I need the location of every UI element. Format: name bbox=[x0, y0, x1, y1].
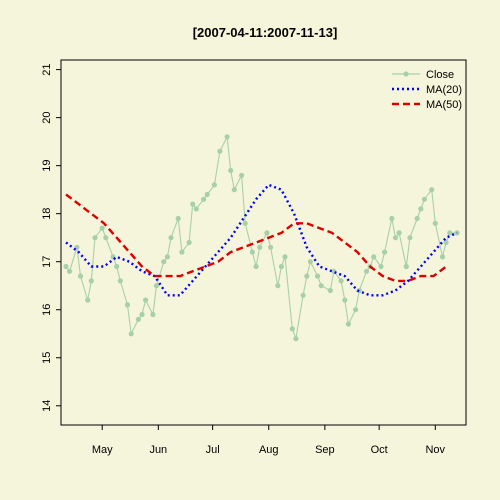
close-point bbox=[99, 225, 105, 231]
close-point bbox=[315, 273, 321, 279]
close-point bbox=[179, 249, 185, 255]
close-point bbox=[211, 182, 217, 188]
close-point bbox=[117, 278, 123, 284]
close-point bbox=[63, 263, 69, 270]
close-point bbox=[190, 201, 196, 207]
close-point bbox=[327, 287, 333, 294]
close-point bbox=[67, 268, 73, 274]
close-point bbox=[293, 336, 299, 342]
x-tick-label: Sep bbox=[315, 444, 335, 456]
close-point bbox=[268, 244, 274, 250]
close-point bbox=[264, 230, 270, 236]
close-point bbox=[439, 254, 446, 260]
close-point bbox=[407, 235, 413, 241]
close-point bbox=[378, 263, 384, 270]
close-point bbox=[403, 263, 409, 270]
x-tick-label: Nov bbox=[425, 444, 445, 456]
close-point bbox=[257, 244, 263, 250]
close-point bbox=[135, 316, 141, 322]
close-point bbox=[249, 249, 255, 255]
y-tick-label: 18 bbox=[41, 208, 53, 220]
close-point bbox=[353, 307, 359, 313]
legend-ma50-label: MA(50) bbox=[426, 99, 462, 111]
close-point bbox=[447, 230, 453, 236]
close-point bbox=[224, 134, 230, 140]
close-point bbox=[429, 187, 435, 193]
close-point bbox=[338, 278, 344, 284]
close-point bbox=[124, 302, 131, 308]
close-point bbox=[318, 283, 324, 289]
close-point bbox=[128, 331, 134, 337]
y-tick-label: 19 bbox=[41, 160, 53, 172]
close-point bbox=[392, 235, 399, 241]
close-point bbox=[396, 230, 402, 236]
x-tick-label: Aug bbox=[259, 444, 279, 456]
close-point bbox=[186, 239, 192, 246]
close-point bbox=[175, 215, 181, 222]
close-point bbox=[85, 297, 91, 303]
close-point bbox=[289, 326, 295, 332]
close-point bbox=[92, 235, 98, 241]
series-layer bbox=[63, 134, 460, 342]
close-point bbox=[239, 172, 245, 178]
y-tick-label: 21 bbox=[41, 63, 53, 75]
close-point bbox=[307, 259, 313, 265]
y-axis: 14 15 16 17 18 19 20 21 bbox=[41, 63, 61, 412]
x-tick-label: Jun bbox=[149, 444, 167, 456]
y-tick-label: 14 bbox=[41, 400, 53, 412]
y-tick-label: 20 bbox=[41, 112, 53, 124]
legend-close-marker bbox=[403, 71, 409, 77]
series-line-ma50 bbox=[65, 193, 447, 283]
close-point bbox=[193, 206, 199, 212]
legend-close-label: Close bbox=[426, 69, 454, 81]
legend-ma20-label: MA(20) bbox=[426, 84, 462, 96]
close-point bbox=[161, 259, 167, 265]
close-point bbox=[88, 278, 94, 284]
close-point bbox=[345, 321, 351, 327]
close-point bbox=[389, 215, 395, 222]
close-point bbox=[231, 187, 237, 193]
close-point bbox=[143, 297, 149, 303]
close-point bbox=[275, 283, 281, 289]
y-tick-label: 16 bbox=[41, 304, 53, 316]
close-point bbox=[443, 239, 449, 246]
close-point bbox=[382, 249, 388, 255]
close-point bbox=[164, 254, 170, 260]
close-point bbox=[414, 215, 420, 222]
close-point bbox=[204, 191, 210, 198]
close-point bbox=[418, 206, 424, 212]
close-point bbox=[421, 196, 427, 202]
x-axis: May Jun Jul Aug Sep Oct Nov bbox=[92, 425, 446, 456]
close-point bbox=[253, 263, 259, 270]
x-tick-label: Oct bbox=[371, 444, 388, 456]
close-point bbox=[139, 311, 145, 318]
close-point bbox=[432, 220, 438, 226]
close-point bbox=[150, 311, 156, 318]
close-point bbox=[201, 196, 207, 202]
close-point bbox=[363, 268, 370, 274]
close-point bbox=[371, 254, 377, 260]
x-tick-label: Jul bbox=[206, 444, 220, 456]
y-tick-label: 15 bbox=[41, 352, 53, 364]
close-point bbox=[282, 254, 288, 260]
y-tick-label: 17 bbox=[41, 256, 53, 268]
legend: Close MA(20) MA(50) bbox=[392, 69, 462, 111]
close-point bbox=[153, 283, 160, 289]
close-point bbox=[103, 235, 109, 241]
close-point bbox=[77, 273, 84, 279]
close-point bbox=[242, 220, 248, 226]
close-point bbox=[228, 167, 234, 174]
close-point bbox=[168, 235, 174, 241]
x-tick-label: May bbox=[92, 444, 113, 456]
close-point bbox=[217, 148, 223, 154]
close-point bbox=[114, 263, 120, 270]
plot-frame bbox=[60, 59, 467, 426]
chart-title: [2007-04-11:2007-11-13] bbox=[193, 25, 338, 40]
close-point bbox=[278, 263, 284, 270]
close-point bbox=[300, 292, 306, 298]
close-point bbox=[342, 297, 348, 303]
close-point bbox=[304, 273, 310, 279]
